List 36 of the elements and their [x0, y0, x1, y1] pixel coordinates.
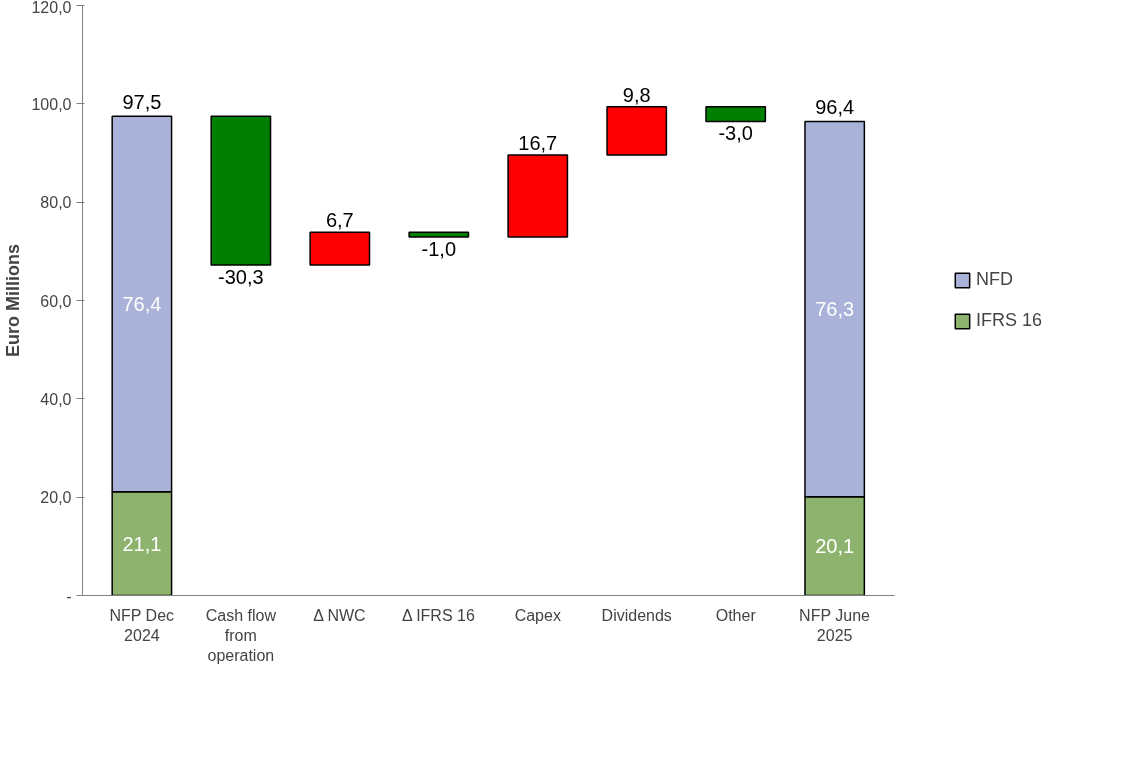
x-tick-label: Dividends: [601, 606, 672, 624]
data-label: -30,3: [218, 266, 264, 289]
data-label: 9,8: [622, 83, 651, 106]
total-label: 96,4: [815, 96, 855, 119]
bar: [309, 231, 371, 266]
x-tick-label: Δ NWC: [313, 606, 366, 624]
y-tick-label: 40,0: [40, 390, 72, 408]
data-label: 76,4: [122, 292, 162, 315]
data-label: -1,0: [421, 237, 457, 260]
data-label: 20,1: [815, 535, 855, 558]
x-tick-label: NFP June 2025: [799, 606, 871, 644]
data-label: -3,0: [718, 122, 753, 145]
bar: [705, 106, 767, 123]
legend-label: IFRS 16: [975, 310, 1042, 331]
y-tick-label: 120,0: [31, 0, 72, 16]
data-label: 6,7: [325, 209, 354, 232]
y-tick-label: -: [66, 587, 72, 605]
y-tick-label: 60,0: [40, 292, 72, 310]
data-label: 16,7: [518, 132, 558, 155]
data-label: 76,3: [815, 298, 855, 321]
x-tick-label: NFP Dec 2024: [109, 606, 175, 644]
x-tick-label: Cash flow from operation: [205, 606, 277, 665]
y-tick-label: 20,0: [40, 489, 72, 507]
x-tick-label: Δ IFRS 16: [401, 606, 475, 624]
data-label: 21,1: [122, 532, 162, 555]
x-tick-label: Other: [715, 606, 757, 624]
bar: [408, 231, 470, 238]
bar: [606, 106, 668, 156]
total-label: 97,5: [122, 90, 162, 113]
bar: [507, 154, 569, 238]
y-axis-title: Euro Millions: [3, 243, 24, 357]
x-tick-label: Capex: [514, 606, 561, 624]
y-tick-label: 80,0: [40, 194, 72, 212]
legend-label: NFD: [975, 269, 1013, 290]
bar: [210, 115, 272, 266]
y-tick-label: 100,0: [31, 95, 72, 113]
